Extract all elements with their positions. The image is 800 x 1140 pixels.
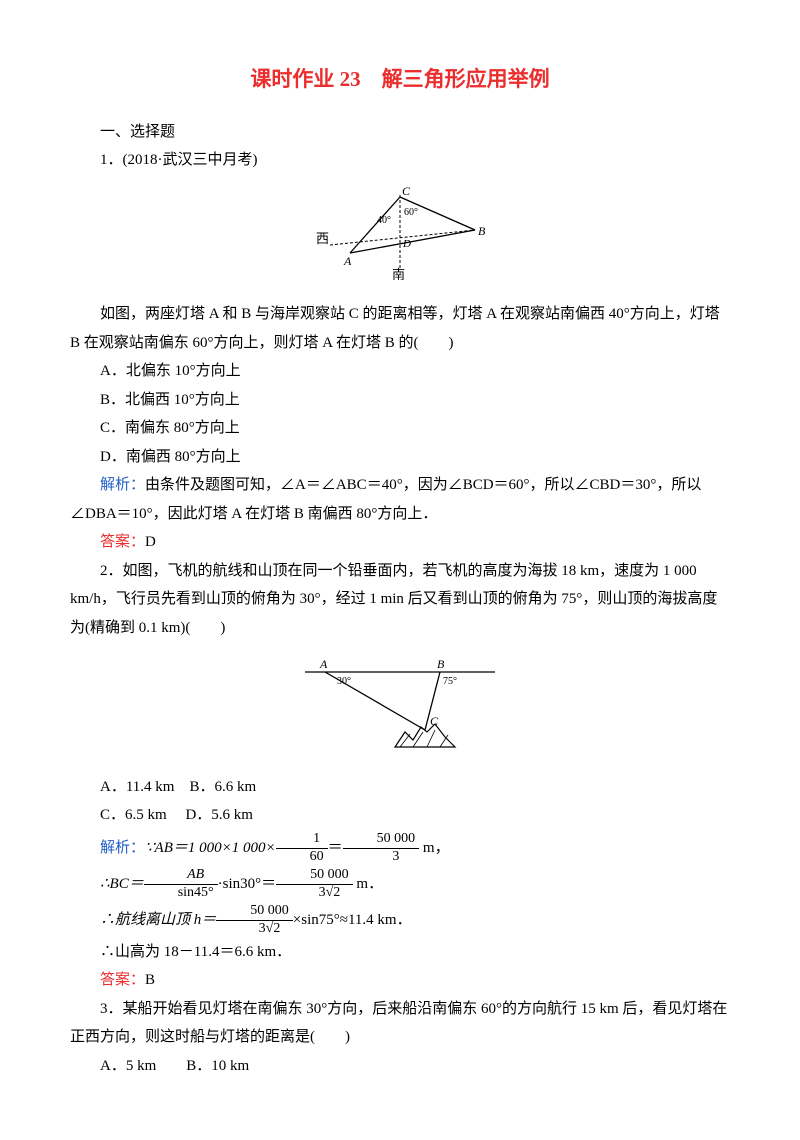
sol-text: ∴航线离山顶 h＝: [100, 912, 216, 928]
q1-option-d: D．南偏西 80°方向上: [70, 443, 730, 472]
denominator: sin45°: [144, 885, 218, 902]
q2-option-a: A．11.4 km: [100, 779, 174, 795]
q2-option-cd: C．6.5 km D．5.6 km: [70, 801, 730, 830]
denominator: 3: [343, 849, 420, 866]
q1-stem: 如图，两座灯塔 A 和 B 与海岸观察站 C 的距离相等，灯塔 A 在观察站南偏…: [70, 300, 730, 357]
denominator: 3√2: [276, 885, 353, 902]
fig-angle-40: 40°: [377, 215, 391, 226]
fraction: 50 0003: [343, 831, 420, 866]
q3-option-ab: A．5 km B．10 km: [70, 1052, 730, 1081]
page-title: 课时作业 23 解三角形应用举例: [70, 60, 730, 100]
numerator: 1: [276, 831, 328, 849]
sol-text: m．: [353, 876, 383, 892]
q1-solution: 解析：由条件及题图可知，∠A＝∠ABC＝40°，因为∠BCD＝60°，所以∠CB…: [70, 471, 730, 528]
sol-text: ＝: [328, 840, 343, 856]
answer-label: 答案：: [100, 534, 145, 550]
q2-figure: A B C 30° 75°: [70, 652, 730, 763]
fig2-label-b: B: [437, 657, 445, 671]
q2-option-b: B．6.6 km: [189, 779, 256, 795]
fig-angle-60: 60°: [404, 207, 418, 218]
q2-solution-line3: ∴航线离山顶 h＝50 0003√2×sin75°≈11.4 km．: [70, 902, 730, 938]
answer-label: 答案：: [100, 972, 145, 988]
q3-option-a: A．5 km: [100, 1058, 156, 1074]
q2-option-d: D．5.6 km: [185, 807, 253, 823]
numerator: 50 000: [216, 903, 293, 921]
fig-label-south: 南: [392, 267, 405, 280]
sol-text: ·sin30°＝: [218, 876, 277, 892]
fig-label-a: A: [343, 254, 352, 268]
q2-solution-line2: ∴BC＝ABsin45°·sin30°＝50 0003√2 m．: [70, 866, 730, 902]
q1-figure: C B A D 西 南 40° 60°: [70, 185, 730, 291]
fraction: ABsin45°: [144, 867, 218, 902]
solution-label: 解析：: [100, 477, 145, 493]
q3-stem: 3．某船开始看见灯塔在南偏东 30°方向，后来船沿南偏东 60°的方向航行 15…: [70, 995, 730, 1052]
fraction: 160: [276, 831, 328, 866]
fig-label-west: 西: [316, 231, 329, 246]
q2-answer: 答案：B: [70, 966, 730, 995]
fraction: 50 0003√2: [216, 903, 293, 938]
fraction: 50 0003√2: [276, 867, 353, 902]
denominator: 60: [276, 849, 328, 866]
q2-solution-line1: 解析：∵AB＝1 000×1 000×160＝50 0003 m，: [70, 830, 730, 866]
sol-text: ∵AB＝1 000×1 000×: [145, 840, 276, 856]
fig2-label-c: C: [430, 714, 439, 728]
denominator: 3√2: [216, 921, 293, 938]
numerator: AB: [144, 867, 218, 885]
fig2-angle-30: 30°: [337, 676, 351, 687]
q1-option-a: A．北偏东 10°方向上: [70, 357, 730, 386]
fig2-label-a: A: [319, 657, 328, 671]
q2-stem: 2．如图，飞机的航线和山顶在同一个铅垂面内，若飞机的高度为海拔 18 km，速度…: [70, 557, 730, 643]
sol-text: m，: [419, 840, 449, 856]
numerator: 50 000: [276, 867, 353, 885]
fig-label-d: D: [402, 238, 411, 250]
answer-value: D: [145, 534, 156, 550]
section-heading: 一、选择题: [70, 118, 730, 147]
solution-label: 解析：: [100, 840, 145, 856]
numerator: 50 000: [343, 831, 420, 849]
q2-solution-line4: ∴山高为 18－11.4＝6.6 km．: [70, 938, 730, 967]
q1-option-c: C．南偏东 80°方向上: [70, 414, 730, 443]
fig2-angle-75: 75°: [443, 676, 457, 687]
sol-text: ×sin75°≈11.4 km．: [293, 912, 412, 928]
fig-label-c: C: [402, 185, 411, 198]
q2-option-ab: A．11.4 km B．6.6 km: [70, 773, 730, 802]
q1-option-b: B．北偏西 10°方向上: [70, 386, 730, 415]
q3-option-b: B．10 km: [186, 1058, 249, 1074]
q2-option-c: C．6.5 km: [100, 807, 167, 823]
fig-label-b: B: [478, 224, 486, 238]
solution-text: 由条件及题图可知，∠A＝∠ABC＝40°，因为∠BCD＝60°，所以∠CBD＝3…: [70, 477, 701, 522]
q1-number: 1．(2018·武汉三中月考): [70, 146, 730, 175]
answer-value: B: [145, 972, 155, 988]
q1-answer: 答案：D: [70, 528, 730, 557]
sol-text: ∴BC＝: [100, 876, 144, 892]
